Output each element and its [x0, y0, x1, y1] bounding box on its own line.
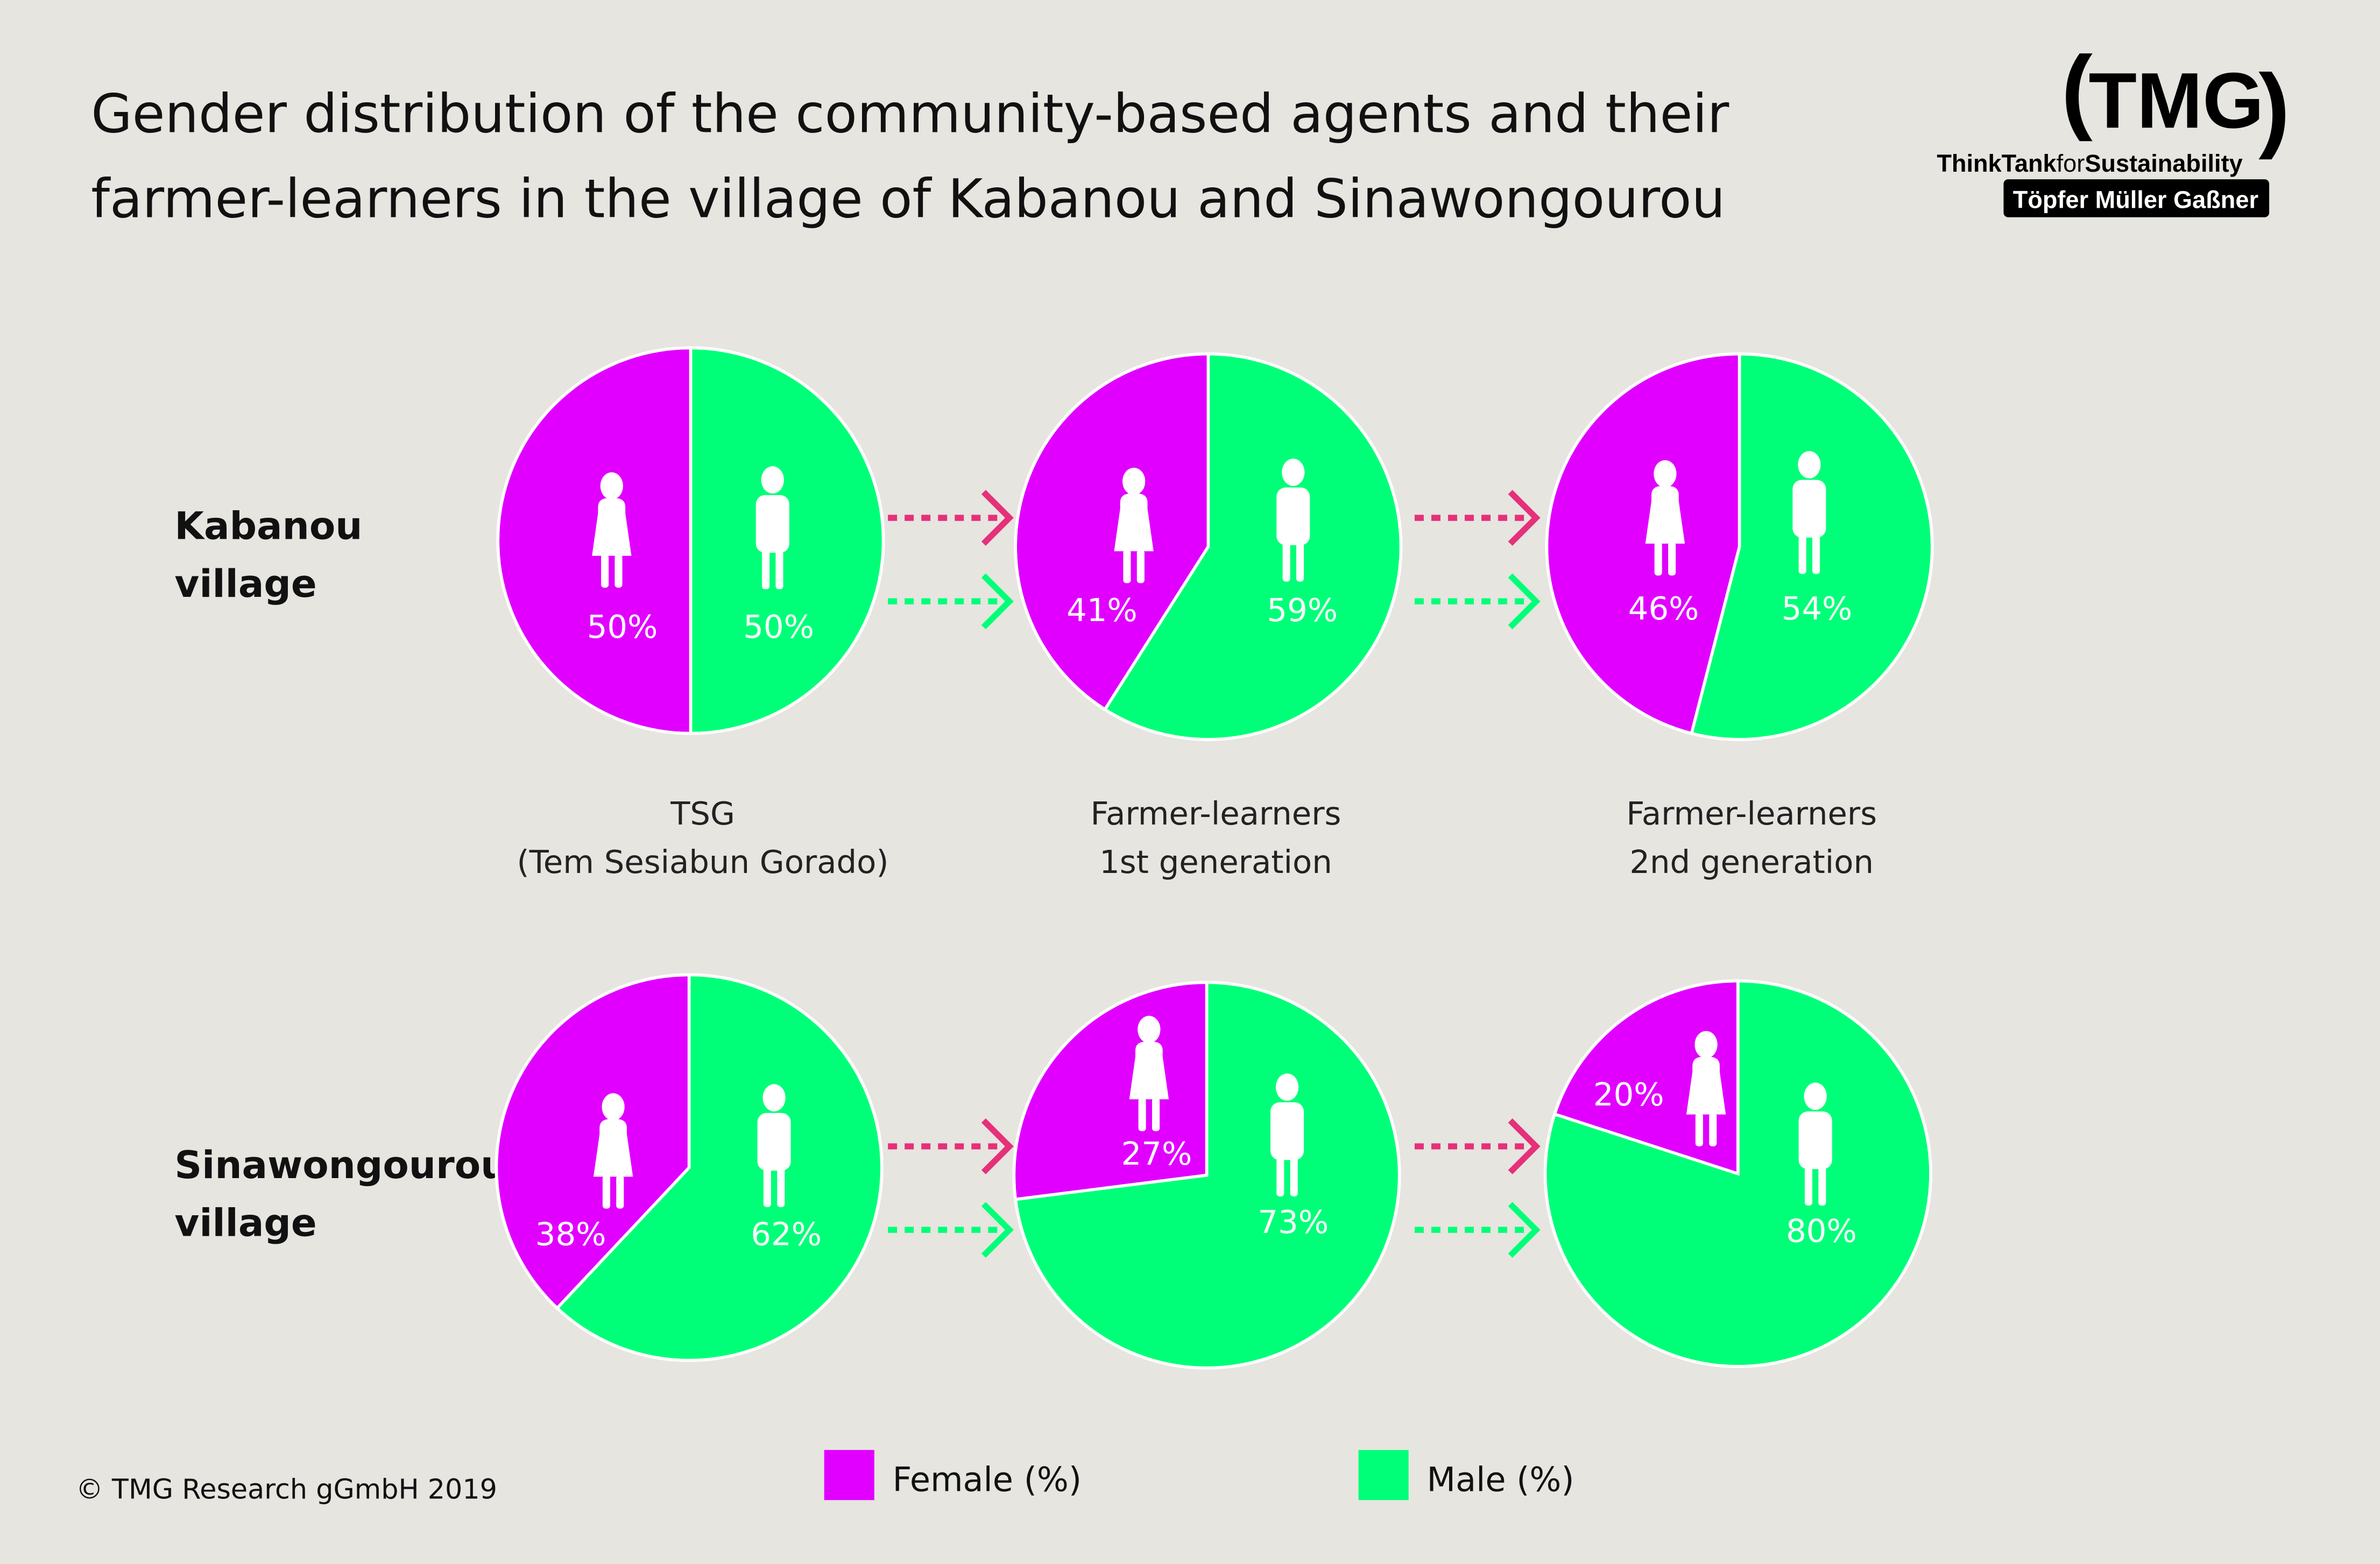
column-label: 2nd generation [1629, 843, 1874, 880]
male-percent-label: 73% [1258, 1203, 1329, 1241]
row-label: Sinawongourou [174, 1143, 507, 1187]
female-percent-label: 41% [1067, 591, 1138, 629]
column-label: (Tem Sesiabun Gorado) [517, 843, 889, 880]
logo-box [2003, 179, 2270, 217]
female-percent-label: 38% [535, 1215, 606, 1252]
arrow-male [1414, 1202, 1541, 1258]
pie-row1-col3: 46% 54% [1545, 352, 1934, 741]
column-label: 1st generation [1099, 843, 1332, 880]
male-icon [1792, 451, 1826, 574]
female-icon [593, 1093, 633, 1209]
female-percent-label: 20% [1593, 1076, 1664, 1113]
female-icon [1114, 468, 1154, 583]
legend-label-male: Male (%) [1427, 1460, 1574, 1499]
male-percent-label: 80% [1786, 1213, 1857, 1250]
male-percent-label: 54% [1782, 590, 1853, 627]
pie-outline [1014, 352, 1403, 741]
male-icon [1276, 459, 1310, 582]
female-percent-label: 50% [587, 608, 658, 645]
arrow-male [888, 1202, 1014, 1258]
male-percent-label: 50% [743, 608, 814, 645]
logo-box-text: Töpfer Müller Gaßner [2013, 186, 2258, 214]
pie-row2-col3: 20% 80% [1543, 979, 1932, 1368]
arrow-male [1414, 573, 1541, 630]
pie-row1-col2: 41% 59% [1014, 352, 1403, 741]
arrow-male [888, 573, 1014, 630]
row-label: village [174, 1201, 316, 1245]
pie-row2-col1: 38% 62% [495, 973, 884, 1362]
logo-paren-left: ( [2061, 37, 2093, 142]
pie-outline [495, 973, 884, 1362]
male-percent-label: 59% [1267, 591, 1338, 629]
pie-outline [1012, 981, 1401, 1370]
male-icon [757, 1084, 791, 1207]
column-label: Farmer-learners [1090, 795, 1341, 832]
male-icon [755, 466, 789, 589]
row-label: village [174, 562, 316, 606]
pie-row1-col1: 50% 50% [496, 346, 885, 735]
male-percent-label: 62% [751, 1215, 822, 1252]
female-icon [1129, 1016, 1169, 1131]
female-percent-label: 46% [1628, 590, 1699, 627]
legend-swatch-female [824, 1450, 874, 1500]
arrow-female [888, 1118, 1014, 1174]
male-icon [1798, 1082, 1832, 1206]
chart-title-line-2: farmer-learners in the village of Kabano… [91, 168, 1725, 230]
logo-tagline: ThinkTankforSustainability [1937, 150, 2242, 177]
column-label: Farmer-learners [1626, 795, 1877, 832]
column-label: TSG [670, 795, 735, 832]
tmg-logo: ( TMG ) ThinkTankforSustainability Töpfe… [1937, 37, 2290, 217]
pie-outline [496, 346, 885, 735]
pie-outline [1545, 352, 1934, 741]
female-icon [1645, 460, 1685, 576]
female-percent-label: 27% [1121, 1135, 1192, 1172]
male-icon [1270, 1073, 1304, 1197]
copyright: © TMG Research gGmbH 2019 [76, 1473, 497, 1505]
legend-label-female: Female (%) [893, 1460, 1082, 1499]
chart-title-line-1: Gender distribution of the community-bas… [91, 83, 1729, 145]
arrow-female [1414, 490, 1541, 546]
legend: Female (%) Male (%) [824, 1450, 1574, 1500]
pie-outline [1543, 979, 1932, 1368]
legend-swatch-male [1358, 1450, 1409, 1500]
female-icon [1686, 1031, 1726, 1146]
pie-row2-col2: 27% 73% [1012, 981, 1401, 1370]
row-label: Kabanou [174, 504, 362, 548]
arrow-female [1414, 1118, 1541, 1174]
arrow-female [888, 490, 1014, 546]
logo-main: TMG [2088, 57, 2264, 145]
logo-paren-right: ) [2258, 55, 2290, 160]
female-icon [592, 472, 632, 588]
